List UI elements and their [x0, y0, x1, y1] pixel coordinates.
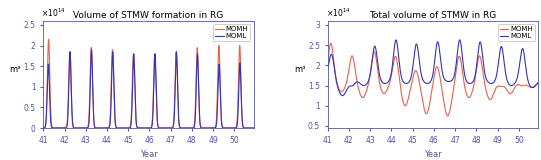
MOML: [337, 93, 344, 95]
MOML: [339, 95, 346, 97]
Text: $\times 10^{14}$: $\times 10^{14}$: [326, 6, 350, 19]
MOML: [52, 127, 59, 129]
MOML: [144, 127, 150, 129]
MOMH: [525, 85, 532, 87]
MOML: [253, 127, 259, 129]
MOMH: [41, 127, 48, 129]
MOML: [49, 127, 55, 129]
MOML: [325, 69, 331, 71]
MOML: [325, 64, 332, 66]
MOMH: [366, 79, 373, 80]
MOMH: [444, 115, 451, 117]
Legend: MOMH, MOML: MOMH, MOML: [498, 24, 535, 41]
MOML: [457, 39, 463, 41]
MOML: [82, 127, 88, 129]
MOML: [88, 49, 95, 51]
X-axis label: Year: Year: [424, 150, 442, 159]
MOMH: [325, 61, 331, 63]
MOML: [40, 127, 47, 129]
MOMH: [253, 127, 259, 129]
MOML: [537, 79, 541, 81]
MOMH: [428, 92, 435, 94]
MOMH: [325, 53, 332, 55]
Legend: MOMH, MOML: MOMH, MOML: [213, 24, 250, 41]
Line: MOML: MOML: [328, 40, 540, 96]
Y-axis label: m³: m³: [9, 65, 21, 74]
MOMH: [53, 127, 60, 129]
MOML: [366, 77, 373, 79]
Line: MOMH: MOMH: [328, 43, 540, 116]
Title: Volume of STMW formation in RG: Volume of STMW formation in RG: [74, 11, 224, 20]
Text: $\times 10^{14}$: $\times 10^{14}$: [41, 6, 66, 19]
MOML: [41, 127, 48, 129]
Title: Total volume of STMW in RG: Total volume of STMW in RG: [370, 11, 497, 20]
MOML: [241, 127, 248, 129]
MOMH: [327, 42, 334, 44]
MOMH: [82, 127, 88, 129]
MOMH: [241, 127, 248, 129]
MOMH: [337, 90, 344, 92]
Y-axis label: m³: m³: [294, 65, 305, 74]
Line: MOMH: MOMH: [43, 39, 256, 128]
MOML: [333, 81, 340, 83]
MOML: [428, 79, 435, 81]
MOMH: [333, 80, 340, 82]
MOML: [525, 82, 532, 84]
Line: MOML: MOML: [43, 50, 256, 128]
X-axis label: Year: Year: [140, 150, 157, 159]
MOMH: [537, 81, 541, 83]
MOMH: [144, 127, 150, 129]
MOMH: [49, 126, 55, 128]
MOMH: [40, 127, 47, 129]
MOMH: [45, 38, 52, 40]
